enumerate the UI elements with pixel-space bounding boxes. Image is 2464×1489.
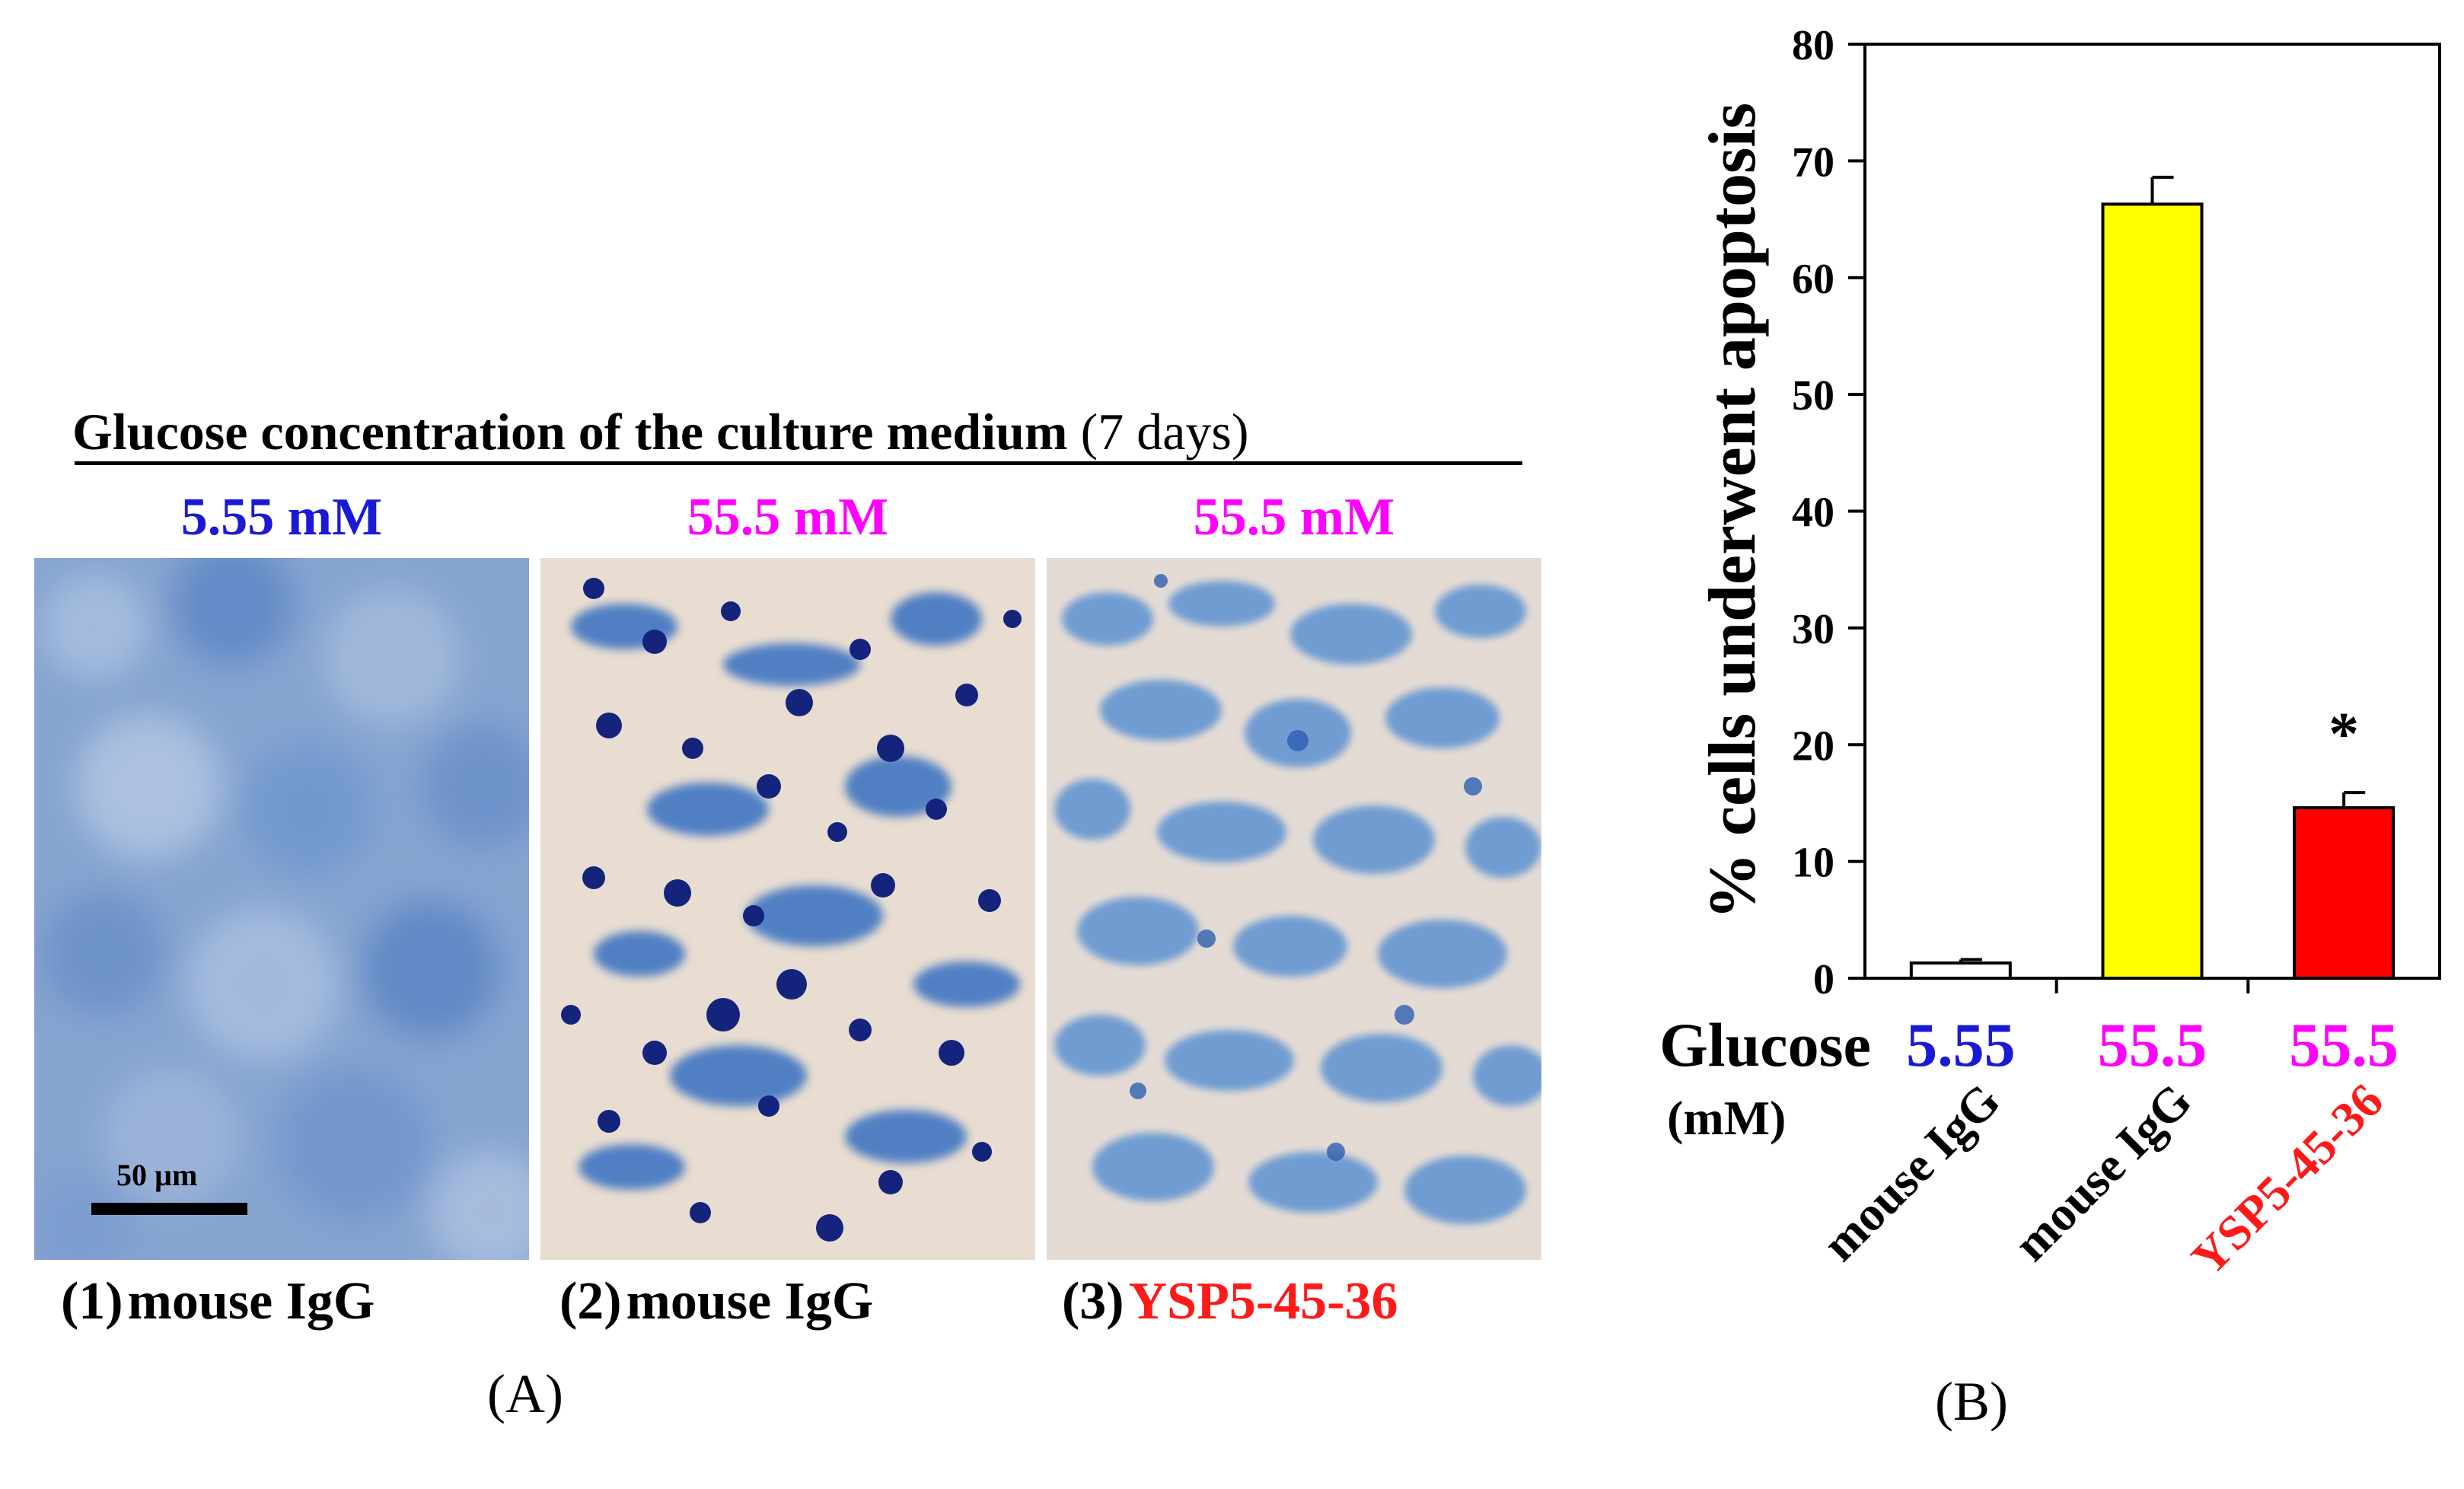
concentration-label-3: 55.5 mM [1193,488,1395,547]
y-tick-label: 30 [1792,606,1834,653]
micrograph-3 [1047,558,1541,1260]
micrograph-2 [540,558,1035,1260]
caption-1-number: (1) [61,1272,123,1331]
y-tick-label: 70 [1792,139,1834,186]
bar [2101,202,2204,980]
significance-asterisk: * [2329,701,2359,768]
y-tick-label: 10 [1792,840,1834,887]
micrograph-1: 50 µm [34,558,529,1260]
caption-3-number: (3) [1062,1272,1124,1331]
caption-1-label: mouse IgG [127,1272,375,1331]
micrograph-caption-1: (1)mouse IgG [61,1271,375,1332]
y-tick-label: 20 [1792,722,1834,770]
micrograph-2-image [540,558,1035,1260]
heading-suffix: (7 days) [1080,403,1249,461]
panel-a-heading: Glucose concentration of the culture med… [72,402,1526,463]
heading-underline [75,461,1522,465]
concentration-label-1: 5.55 mM [180,488,383,547]
caption-2-number: (2) [559,1272,622,1331]
x-tick-label-glucose: 55.5 [2289,1010,2399,1079]
y-tick-label: 40 [1792,489,1834,537]
micrograph-caption-2: (2)mouse IgG [559,1271,873,1332]
y-tick-label: 50 [1792,372,1834,419]
panel-letter-b: (B) [1935,1371,2008,1432]
panel-a: Glucose concentration of the culture med… [34,402,1541,1424]
y-tick-label: 60 [1792,256,1834,303]
caption-2-label: mouse IgG [626,1272,874,1331]
bar [2293,806,2395,980]
y-tick-label: 0 [1813,956,1834,1003]
y-axis-label: % cells underwent apoptosis [1696,103,1770,920]
concentration-label-2: 55.5 mM [687,488,889,547]
scale-bar-label: 50 µm [116,1158,198,1192]
panel-letter-a: (A) [487,1363,563,1424]
x-tick-label-glucose: 55.5 [2098,1010,2207,1079]
x-tick-label-glucose: 5.55 [1906,1010,2016,1079]
scale-bar [91,1203,247,1215]
caption-3-label: YSP5-45-36 [1128,1272,1398,1331]
x-tick-label-treatment: mouse IgG [1812,1073,2010,1271]
x-tick-label-treatment: mouse IgG [2003,1073,2201,1271]
heading-bold: Glucose concentration of the culture med… [72,403,1068,461]
bar [1909,961,2012,980]
bar-chart: (B) 0 10 20 30 40 50 60 70 80 % cells underwent a… [1659,22,2441,1432]
x-row-label: Glucose [1659,1010,1871,1079]
x-row-unit: (mM) [1667,1091,1786,1145]
micrograph-caption-3: (3)YSP5-45-36 [1062,1271,1398,1332]
micrograph-1-image [34,558,529,1260]
x-tick-label-treatment: YSP5-45-36 [2181,1073,2393,1286]
micrograph-3-image [1047,558,1541,1260]
y-tick-label: 80 [1792,22,1834,69]
